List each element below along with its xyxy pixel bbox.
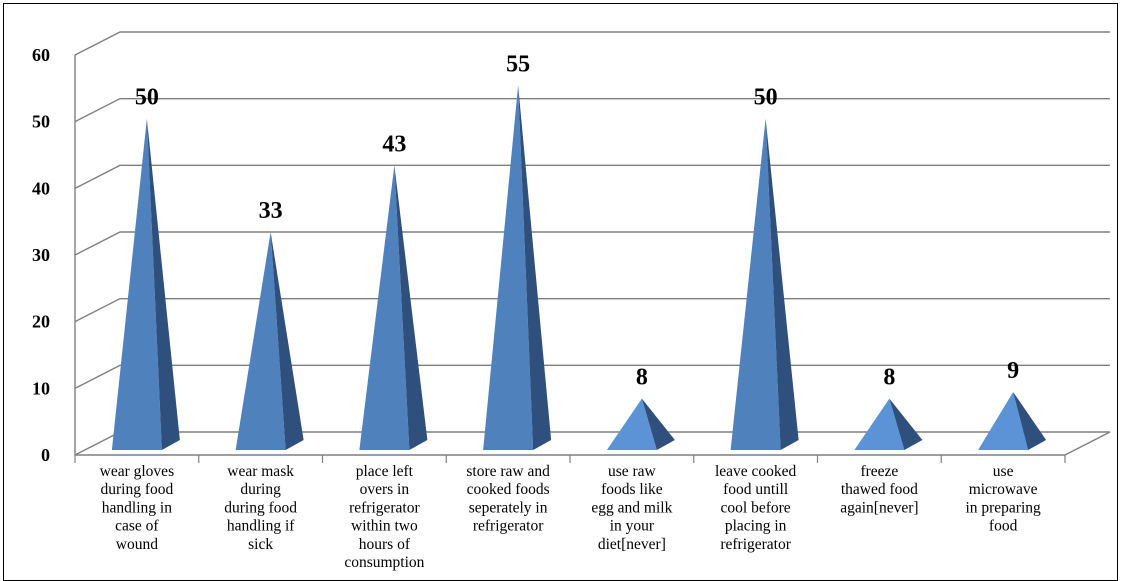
pyramid-side-face: [1013, 392, 1047, 450]
category-label: place left overs in refrigerator within two…: [344, 463, 424, 571]
pyramid-front-face: [111, 118, 162, 451]
category-label: use microwave in preparing food: [965, 463, 1041, 535]
pyramid-side-face: [641, 398, 675, 450]
data-label: 50: [135, 85, 159, 111]
pyramid-front-face: [854, 398, 905, 450]
pyramid-bar: [359, 165, 428, 451]
gridline: [74, 431, 1110, 456]
gridline: [74, 297, 1110, 323]
pyramid-front-face: [483, 85, 534, 450]
data-labels: 50 33 43 55 8 50 8 9: [135, 51, 1019, 390]
y-tick-label: 20: [32, 312, 50, 332]
pyramid-bar: [235, 232, 304, 450]
y-tick-label: 60: [32, 45, 50, 65]
data-label: 8: [636, 365, 648, 391]
y-axis-ticks: 0 10 20 30 40 50 60: [32, 45, 50, 465]
y-tick-label: 50: [32, 112, 50, 132]
data-label: 43: [382, 131, 406, 157]
y-tick-label: 0: [41, 445, 50, 465]
pyramid-side-face: [518, 85, 552, 450]
pyramid-front-face: [235, 232, 286, 450]
category-label: leave cooked food untill cool before placin…: [715, 463, 797, 553]
pyramid-side-face: [270, 232, 304, 450]
category-label: use raw foods like egg and milk in your diet…: [591, 463, 672, 553]
bars: [111, 85, 1047, 451]
pyramid-bar: [483, 85, 552, 450]
floor-edge: [1064, 431, 1111, 456]
category-label: store raw and cooked foods seperately in re…: [466, 463, 550, 535]
pyramid-bar: [111, 118, 180, 451]
pyramid-bar: [854, 398, 923, 450]
pyramid-front-face: [978, 392, 1029, 450]
pyramid-front-face: [359, 165, 410, 451]
pyramid-bar: [606, 398, 675, 450]
pyramid-side-face: [765, 118, 799, 451]
category-label: wear mask during during food handling if sic…: [224, 463, 297, 553]
category-label: wear gloves during food handling in case of…: [100, 463, 174, 553]
category-label: freeze thawed food again[never]: [840, 463, 918, 516]
pyramid-front-face: [730, 118, 781, 451]
y-tick-label: 30: [32, 245, 50, 265]
gridline: [74, 31, 1110, 56]
pyramid-bar: [978, 392, 1047, 450]
gridline: [74, 231, 1110, 256]
pyramid-side-face: [889, 398, 923, 450]
gridline: [74, 164, 1110, 189]
data-label: 33: [259, 198, 283, 224]
pyramid-side-face: [394, 165, 428, 451]
axes: [74, 55, 1111, 463]
gridline: [74, 364, 1110, 389]
data-label: 50: [754, 85, 778, 111]
pyramid-bar: [730, 118, 799, 451]
data-label: 8: [883, 365, 895, 391]
data-label: 9: [1007, 358, 1019, 384]
category-labels: wear gloves during food handling in case of…: [100, 463, 1041, 571]
pyramid-side-face: [146, 118, 180, 451]
y-tick-label: 40: [32, 178, 50, 198]
gridline: [74, 97, 1110, 123]
data-label: 55: [506, 51, 530, 77]
y-tick-label: 10: [32, 378, 50, 398]
pyramid-front-face: [606, 398, 657, 450]
gridlines: [74, 31, 1110, 456]
